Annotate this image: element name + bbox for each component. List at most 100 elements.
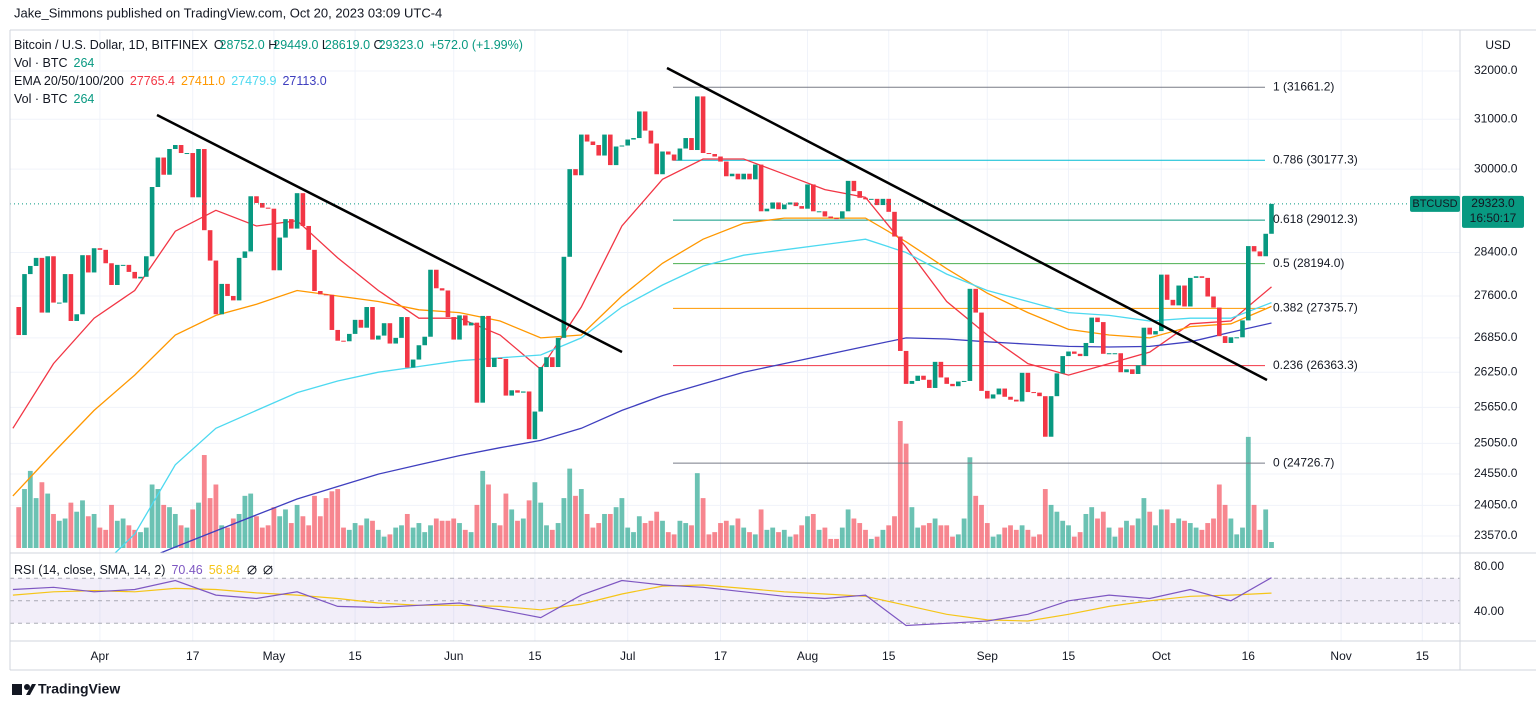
volume-bar (1147, 511, 1153, 548)
volume-bar (288, 523, 294, 548)
candle (613, 146, 619, 166)
volume-bar (387, 534, 393, 548)
candle (410, 359, 416, 368)
volume-bar (1089, 507, 1095, 548)
ohlc: O28752.0 H29449.0 L28619.0 C29323.0 (214, 38, 424, 52)
x-tick-label: 15 (528, 649, 542, 663)
rsi-line (12, 577, 1272, 627)
candle (422, 336, 427, 346)
candle (1066, 351, 1071, 357)
volume-bar (149, 484, 155, 548)
volume-bar (625, 527, 631, 548)
candle (590, 141, 596, 146)
x-tick-label: May (263, 649, 286, 663)
volume-bar (886, 525, 892, 548)
candle (341, 340, 346, 342)
volume-bar (1129, 525, 1135, 548)
volume-bar (631, 532, 636, 548)
candle (584, 134, 590, 142)
volume-bar (967, 457, 973, 548)
candle (706, 153, 712, 155)
candle (637, 111, 642, 139)
volume-bar (480, 470, 486, 548)
ohlc-key: C (373, 38, 383, 52)
currency: USD (1485, 38, 1511, 52)
volume-bar (1251, 504, 1257, 548)
volume-bar (39, 482, 45, 548)
volume-bar (341, 527, 346, 548)
candle (248, 196, 253, 252)
volume-bar (242, 495, 248, 548)
volume-bar (1048, 504, 1054, 548)
volume-bar (1135, 518, 1141, 548)
volume-bar (45, 493, 51, 548)
candle (967, 288, 973, 381)
candle (260, 202, 265, 208)
candle (439, 288, 445, 291)
candle (1199, 276, 1205, 278)
candle (1037, 392, 1042, 397)
volume-bar (358, 525, 364, 548)
candle (451, 317, 456, 340)
volume-bar (1100, 511, 1106, 548)
volume-bar (1170, 523, 1176, 548)
candle (1135, 365, 1141, 374)
volume-bar (892, 516, 897, 548)
volume-bar (613, 507, 619, 548)
volume-bar (1164, 509, 1170, 548)
candle (1182, 285, 1187, 307)
candle (242, 251, 248, 258)
candle (1083, 342, 1089, 357)
volume-bar (828, 538, 834, 548)
y-tick-label: 23570.0 (1474, 528, 1518, 542)
y-tick-label: 26850.0 (1474, 330, 1518, 344)
candle (120, 264, 126, 266)
candle (625, 139, 630, 146)
candle (938, 361, 944, 378)
volume-bar (555, 523, 561, 548)
candle (898, 236, 903, 351)
candle (1159, 274, 1164, 332)
candle (735, 173, 741, 180)
volume-bar (526, 500, 532, 548)
volume-bar (132, 529, 138, 548)
candle (1228, 337, 1234, 343)
candle (729, 173, 735, 177)
volume-bar (584, 513, 590, 548)
x-tick-label: Jun (444, 649, 463, 663)
candle (608, 134, 613, 166)
candle (91, 248, 97, 273)
volume-bar (103, 529, 109, 548)
candle (1072, 351, 1077, 354)
candle (1217, 307, 1222, 337)
candle (300, 193, 306, 226)
candle (666, 151, 671, 155)
volume-bar (921, 525, 926, 548)
volume-bar (74, 511, 80, 548)
candle (277, 237, 282, 271)
volume-bar (938, 525, 944, 548)
candle (1257, 251, 1263, 257)
candle (381, 323, 387, 336)
volume-bar (109, 504, 114, 548)
volume-bar (1176, 518, 1182, 548)
volume-bar (660, 520, 665, 548)
candle (689, 138, 694, 151)
candle (207, 230, 213, 261)
volume-bar (1199, 529, 1205, 548)
candle (68, 274, 74, 321)
candle (915, 375, 920, 381)
candle (515, 390, 520, 393)
volume-bar (602, 513, 607, 548)
candle (393, 337, 398, 344)
x-tick-label: Apr (91, 649, 110, 663)
volume-bar (735, 518, 741, 548)
candle (741, 173, 746, 180)
x-tick-label: 15 (1062, 649, 1076, 663)
candle (857, 191, 862, 198)
candle (805, 184, 810, 209)
volume-bar (1141, 498, 1147, 548)
volume-bar (578, 489, 584, 548)
